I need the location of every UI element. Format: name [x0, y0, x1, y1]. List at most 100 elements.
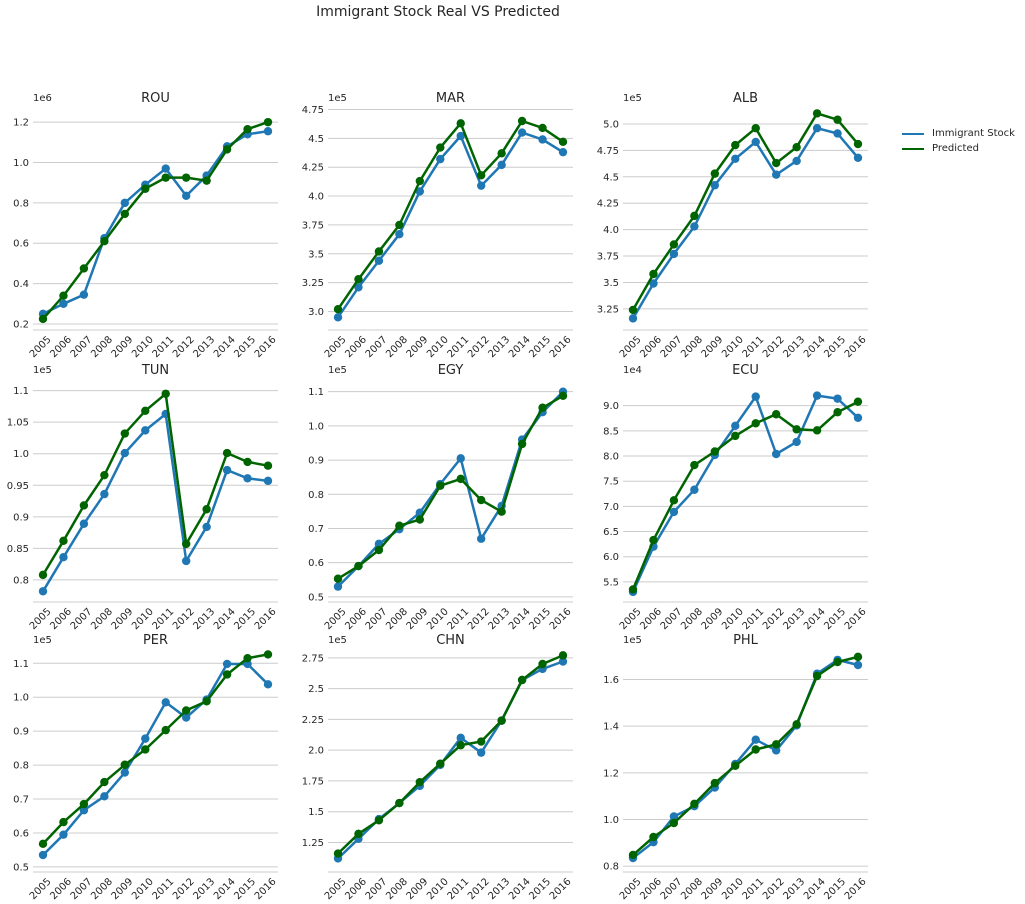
- y-tick-label: 0.2: [13, 319, 29, 330]
- data-point-predicted: [710, 169, 720, 178]
- series-line-immigrant-stock: [337, 660, 564, 860]
- data-point-immigrant-stock: [79, 806, 89, 815]
- y-tick-label: 4.5: [308, 134, 324, 145]
- data-point-predicted: [222, 448, 232, 458]
- data-point-predicted: [415, 777, 425, 787]
- data-point-predicted: [222, 670, 232, 679]
- data-point-immigrant-stock: [222, 659, 232, 669]
- data-point-predicted: [710, 778, 720, 788]
- data-point-predicted: [333, 305, 343, 314]
- y-tick-label: 2.75: [302, 653, 324, 664]
- y-tick-label: 0.6: [13, 239, 29, 250]
- x-tick-label: 2014: [212, 606, 238, 632]
- y-tick-label: 5.0: [603, 119, 619, 130]
- y-tick-label: 4.25: [302, 163, 324, 174]
- chart-title: Immigrant Stock Real VS Predicted: [316, 4, 560, 20]
- y-tick-label: 0.8: [13, 575, 29, 586]
- data-point-predicted: [374, 545, 384, 555]
- x-tick-label: 2011: [151, 876, 177, 902]
- y-tick-label: 1.25: [302, 838, 324, 849]
- data-point-predicted: [395, 220, 404, 230]
- data-point-predicted: [161, 389, 170, 398]
- y-tick-label: 4.25: [597, 199, 619, 210]
- x-tick-label: 2013: [781, 606, 807, 632]
- legend-label: Immigrant Stock: [932, 128, 1015, 139]
- y-tick-label: 1.2: [13, 118, 29, 129]
- legend-label: Predicted: [932, 143, 979, 154]
- series-line-immigrant-stock: [41, 412, 269, 592]
- data-point-predicted: [161, 725, 170, 735]
- data-point-predicted: [141, 745, 150, 754]
- y-tick-label: 3.5: [308, 249, 324, 260]
- data-point-predicted: [771, 158, 781, 168]
- y-tick-label: 4.0: [308, 192, 324, 203]
- x-tick-label: 2014: [802, 606, 828, 632]
- y-tick-label: 7.5: [603, 477, 619, 488]
- data-point-immigrant-stock: [100, 792, 109, 801]
- data-point-immigrant-stock: [731, 421, 740, 431]
- x-tick-label: 2010: [425, 606, 451, 632]
- data-point-predicted: [120, 209, 130, 219]
- y-tick-label: 0.4: [13, 279, 29, 290]
- data-point-predicted: [476, 171, 486, 180]
- x-tick-label: 2008: [384, 876, 410, 902]
- data-point-predicted: [100, 470, 109, 480]
- data-point-immigrant-stock: [333, 313, 343, 322]
- x-tick-label: 2013: [191, 876, 217, 902]
- data-point-predicted: [690, 460, 699, 470]
- data-point-predicted: [354, 561, 363, 571]
- x-tick-label: 2007: [659, 606, 685, 632]
- data-point-predicted: [628, 305, 638, 315]
- data-point-predicted: [395, 798, 404, 808]
- data-point-immigrant-stock: [476, 748, 486, 757]
- data-point-immigrant-stock: [690, 485, 699, 494]
- data-point-immigrant-stock: [120, 198, 130, 208]
- data-point-predicted: [690, 799, 699, 809]
- x-tick-label: 2012: [466, 876, 492, 902]
- series-line-predicted: [631, 112, 859, 311]
- data-point-predicted: [517, 439, 527, 449]
- series-line-immigrant-stock: [337, 390, 564, 588]
- data-point-predicted: [538, 403, 547, 412]
- data-point-immigrant-stock: [38, 587, 48, 596]
- data-point-immigrant-stock: [59, 553, 68, 562]
- x-tick-label: 2006: [48, 876, 74, 902]
- data-point-predicted: [354, 829, 363, 839]
- legend-swatch: [902, 147, 924, 150]
- data-point-immigrant-stock: [669, 249, 679, 259]
- data-point-immigrant-stock: [751, 137, 760, 147]
- x-tick-label: 2007: [659, 876, 685, 902]
- x-tick-label: 2014: [212, 876, 238, 902]
- x-tick-label: 2008: [89, 606, 115, 632]
- y-tick-label: 1.6: [603, 675, 619, 686]
- x-tick-label: 2014: [507, 606, 533, 632]
- data-point-predicted: [202, 505, 211, 514]
- series-line-predicted: [337, 394, 564, 580]
- y-tick-label: 4.0: [603, 225, 619, 236]
- y-tick-label: 1.5: [308, 807, 324, 818]
- data-point-predicted: [731, 140, 740, 150]
- x-tick-label: 2010: [425, 876, 451, 902]
- axis-offset-label: 1e5: [623, 93, 642, 104]
- axis-offset-label: 1e5: [328, 635, 347, 646]
- data-point-predicted: [833, 657, 842, 667]
- data-point-immigrant-stock: [100, 489, 109, 499]
- x-tick-label: 2013: [191, 606, 217, 632]
- y-tick-label: 0.8: [13, 761, 29, 772]
- series-line-predicted: [42, 653, 269, 845]
- y-tick-label: 8.5: [603, 426, 619, 437]
- x-tick-label: 2008: [384, 606, 410, 632]
- y-tick-label: 2.0: [308, 746, 324, 757]
- data-point-immigrant-stock: [792, 437, 801, 447]
- x-tick-label: 2015: [527, 334, 553, 360]
- series-line-immigrant-stock: [42, 662, 269, 856]
- data-point-predicted: [100, 777, 109, 787]
- data-point-predicted: [59, 291, 68, 300]
- data-point-predicted: [649, 269, 658, 279]
- x-tick-label: 2009: [405, 334, 431, 360]
- axis-offset-label: 1e5: [33, 635, 52, 646]
- data-point-immigrant-stock: [333, 582, 343, 591]
- data-point-immigrant-stock: [415, 187, 425, 196]
- data-point-predicted: [476, 737, 486, 746]
